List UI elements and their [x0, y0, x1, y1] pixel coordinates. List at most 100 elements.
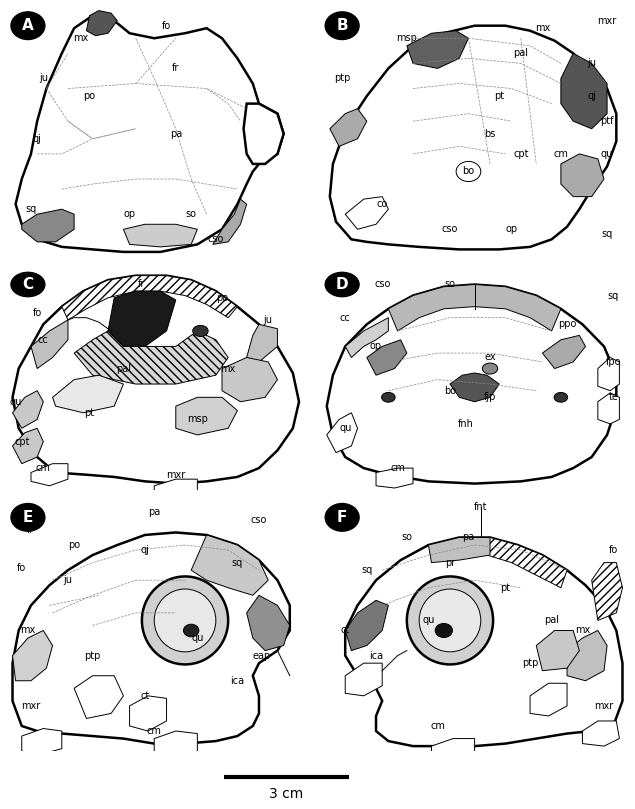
Text: ct: ct [340, 625, 350, 636]
Circle shape [554, 392, 568, 402]
Text: E: E [23, 510, 33, 525]
Text: mx: mx [535, 23, 550, 33]
Text: qu: qu [422, 616, 434, 625]
Ellipse shape [419, 589, 481, 652]
Circle shape [11, 12, 45, 40]
Text: ppo: ppo [558, 320, 576, 329]
Polygon shape [367, 340, 407, 375]
Polygon shape [376, 468, 413, 488]
Polygon shape [345, 663, 382, 696]
Ellipse shape [142, 577, 228, 664]
Circle shape [456, 162, 481, 181]
Polygon shape [598, 358, 619, 391]
Text: cc: cc [340, 312, 351, 323]
Polygon shape [345, 537, 622, 746]
Text: cm: cm [554, 149, 568, 159]
Circle shape [325, 12, 359, 40]
Text: fr: fr [172, 63, 180, 74]
Text: qu: qu [601, 149, 613, 159]
Text: mx: mx [72, 33, 88, 43]
Polygon shape [598, 393, 619, 424]
Text: msp: msp [187, 414, 208, 425]
Circle shape [184, 625, 199, 637]
Text: ju: ju [587, 58, 596, 69]
Text: ju: ju [64, 575, 72, 585]
Text: cpt: cpt [14, 437, 29, 447]
Text: po: po [68, 540, 80, 550]
Polygon shape [561, 154, 604, 197]
Text: cc: cc [38, 335, 49, 345]
Text: sq: sq [601, 229, 613, 239]
Text: op: op [505, 224, 518, 235]
Polygon shape [450, 373, 499, 402]
Polygon shape [432, 739, 474, 761]
Text: ptp: ptp [334, 74, 351, 83]
Polygon shape [13, 532, 290, 743]
Polygon shape [327, 285, 617, 484]
Text: pr: pr [445, 557, 455, 568]
Polygon shape [407, 31, 469, 69]
Text: fpo: fpo [606, 357, 621, 367]
Text: te: te [608, 392, 618, 402]
Text: cm: cm [390, 463, 405, 473]
Polygon shape [244, 104, 284, 164]
Text: mx: mx [20, 625, 36, 636]
Text: cso: cso [208, 235, 224, 244]
Text: eap: eap [253, 650, 271, 661]
Text: 3 cm: 3 cm [269, 787, 304, 801]
Polygon shape [86, 11, 117, 36]
Text: mxr: mxr [594, 701, 613, 711]
Text: fnt: fnt [474, 502, 488, 512]
Text: mx: mx [575, 625, 590, 636]
Text: fo: fo [608, 545, 618, 555]
Text: pa: pa [148, 507, 161, 517]
Text: sq: sq [232, 557, 243, 568]
Text: qu: qu [191, 633, 204, 643]
Text: qu: qu [339, 423, 351, 434]
Text: cso: cso [374, 279, 391, 290]
Text: A: A [22, 18, 34, 33]
Text: pt: pt [500, 582, 511, 593]
Polygon shape [429, 537, 490, 562]
Text: mx: mx [220, 363, 236, 374]
Polygon shape [176, 397, 237, 435]
Text: op: op [124, 210, 136, 219]
Text: sq: sq [608, 290, 619, 301]
Polygon shape [345, 318, 389, 358]
Circle shape [382, 392, 395, 402]
Text: sq: sq [25, 204, 37, 214]
Text: pt: pt [494, 91, 504, 101]
Text: bo: bo [462, 167, 474, 176]
Polygon shape [22, 210, 74, 242]
Polygon shape [536, 630, 579, 671]
Polygon shape [530, 684, 567, 716]
Text: pa: pa [170, 129, 182, 139]
Text: B: B [337, 18, 348, 33]
Polygon shape [13, 630, 53, 680]
Text: ex: ex [485, 353, 496, 362]
Text: ica: ica [231, 676, 244, 686]
Text: fo: fo [162, 21, 171, 31]
Text: qu: qu [10, 396, 22, 407]
Text: ct: ct [140, 691, 150, 701]
Polygon shape [246, 324, 277, 362]
Text: cso: cso [442, 224, 458, 235]
Text: fr: fr [27, 525, 35, 535]
Polygon shape [582, 721, 619, 746]
Text: pal: pal [513, 49, 528, 58]
Text: po: po [216, 293, 228, 303]
Text: cpt: cpt [513, 149, 528, 159]
Circle shape [11, 273, 45, 297]
Text: pt: pt [84, 408, 95, 417]
Text: cso: cso [251, 515, 267, 525]
Text: pal: pal [544, 616, 559, 625]
Text: cm: cm [430, 721, 445, 731]
Text: C: C [22, 277, 34, 292]
Text: ica: ica [369, 650, 383, 661]
Text: so: so [401, 532, 412, 543]
Text: pal: pal [116, 363, 131, 374]
Text: ju: ju [264, 315, 272, 325]
Text: fjp: fjp [484, 392, 496, 402]
Polygon shape [222, 358, 277, 402]
Polygon shape [13, 428, 43, 464]
